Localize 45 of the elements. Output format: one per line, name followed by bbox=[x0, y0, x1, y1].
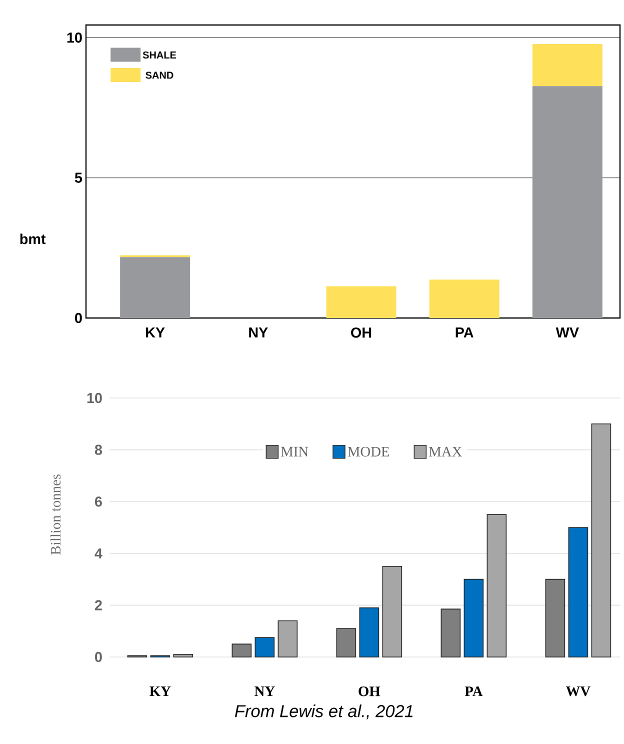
legend-label: SAND bbox=[146, 72, 174, 79]
bar bbox=[254, 637, 275, 658]
bar bbox=[545, 578, 566, 658]
bar bbox=[232, 644, 252, 658]
x-tick-label: WV bbox=[566, 686, 590, 696]
bar bbox=[532, 44, 602, 86]
y-axis-title: bmt bbox=[20, 234, 46, 244]
legend-label: SHALE bbox=[142, 51, 176, 59]
legend-label: MODE bbox=[348, 446, 390, 457]
x-tick-label: KY bbox=[146, 328, 165, 338]
bar bbox=[359, 607, 380, 658]
bar bbox=[591, 423, 612, 658]
y-tick-label: 10 bbox=[87, 392, 102, 404]
bar bbox=[173, 654, 194, 658]
y-tick-label: 5 bbox=[74, 172, 82, 183]
bar bbox=[120, 257, 190, 318]
bar bbox=[464, 578, 484, 658]
bar bbox=[568, 527, 588, 658]
x-tick-label: OH bbox=[351, 328, 372, 338]
x-tick-label: NY bbox=[249, 328, 268, 338]
legend-label: MIN bbox=[281, 446, 308, 456]
y-tick-label: 8 bbox=[94, 444, 102, 455]
bar bbox=[278, 620, 298, 658]
bar bbox=[532, 86, 602, 318]
y-tick-label: 4 bbox=[94, 548, 102, 558]
y-tick-label: 10 bbox=[67, 32, 82, 43]
text: From Lewis et al., 2021 bbox=[234, 704, 413, 720]
x-tick-label: PA bbox=[456, 328, 474, 338]
y-tick-label: 2 bbox=[94, 600, 102, 610]
bar bbox=[382, 566, 402, 658]
legend-label: MAX bbox=[429, 446, 462, 456]
y-tick-label: 0 bbox=[95, 652, 102, 662]
y-tick-label: 6 bbox=[94, 496, 102, 507]
x-tick-label: PA bbox=[464, 686, 483, 696]
bar bbox=[486, 514, 507, 658]
x-tick-label: OH bbox=[358, 686, 380, 696]
bar bbox=[440, 608, 461, 658]
x-tick-label: WV bbox=[556, 328, 579, 338]
bar bbox=[336, 628, 356, 658]
y-axis-title: Billion tonnes bbox=[50, 474, 61, 555]
bar bbox=[429, 280, 500, 318]
y-tick-label: 0 bbox=[75, 312, 82, 324]
bar bbox=[326, 286, 396, 318]
x-tick-label: KY bbox=[150, 686, 171, 696]
x-tick-label: NY bbox=[254, 686, 275, 696]
